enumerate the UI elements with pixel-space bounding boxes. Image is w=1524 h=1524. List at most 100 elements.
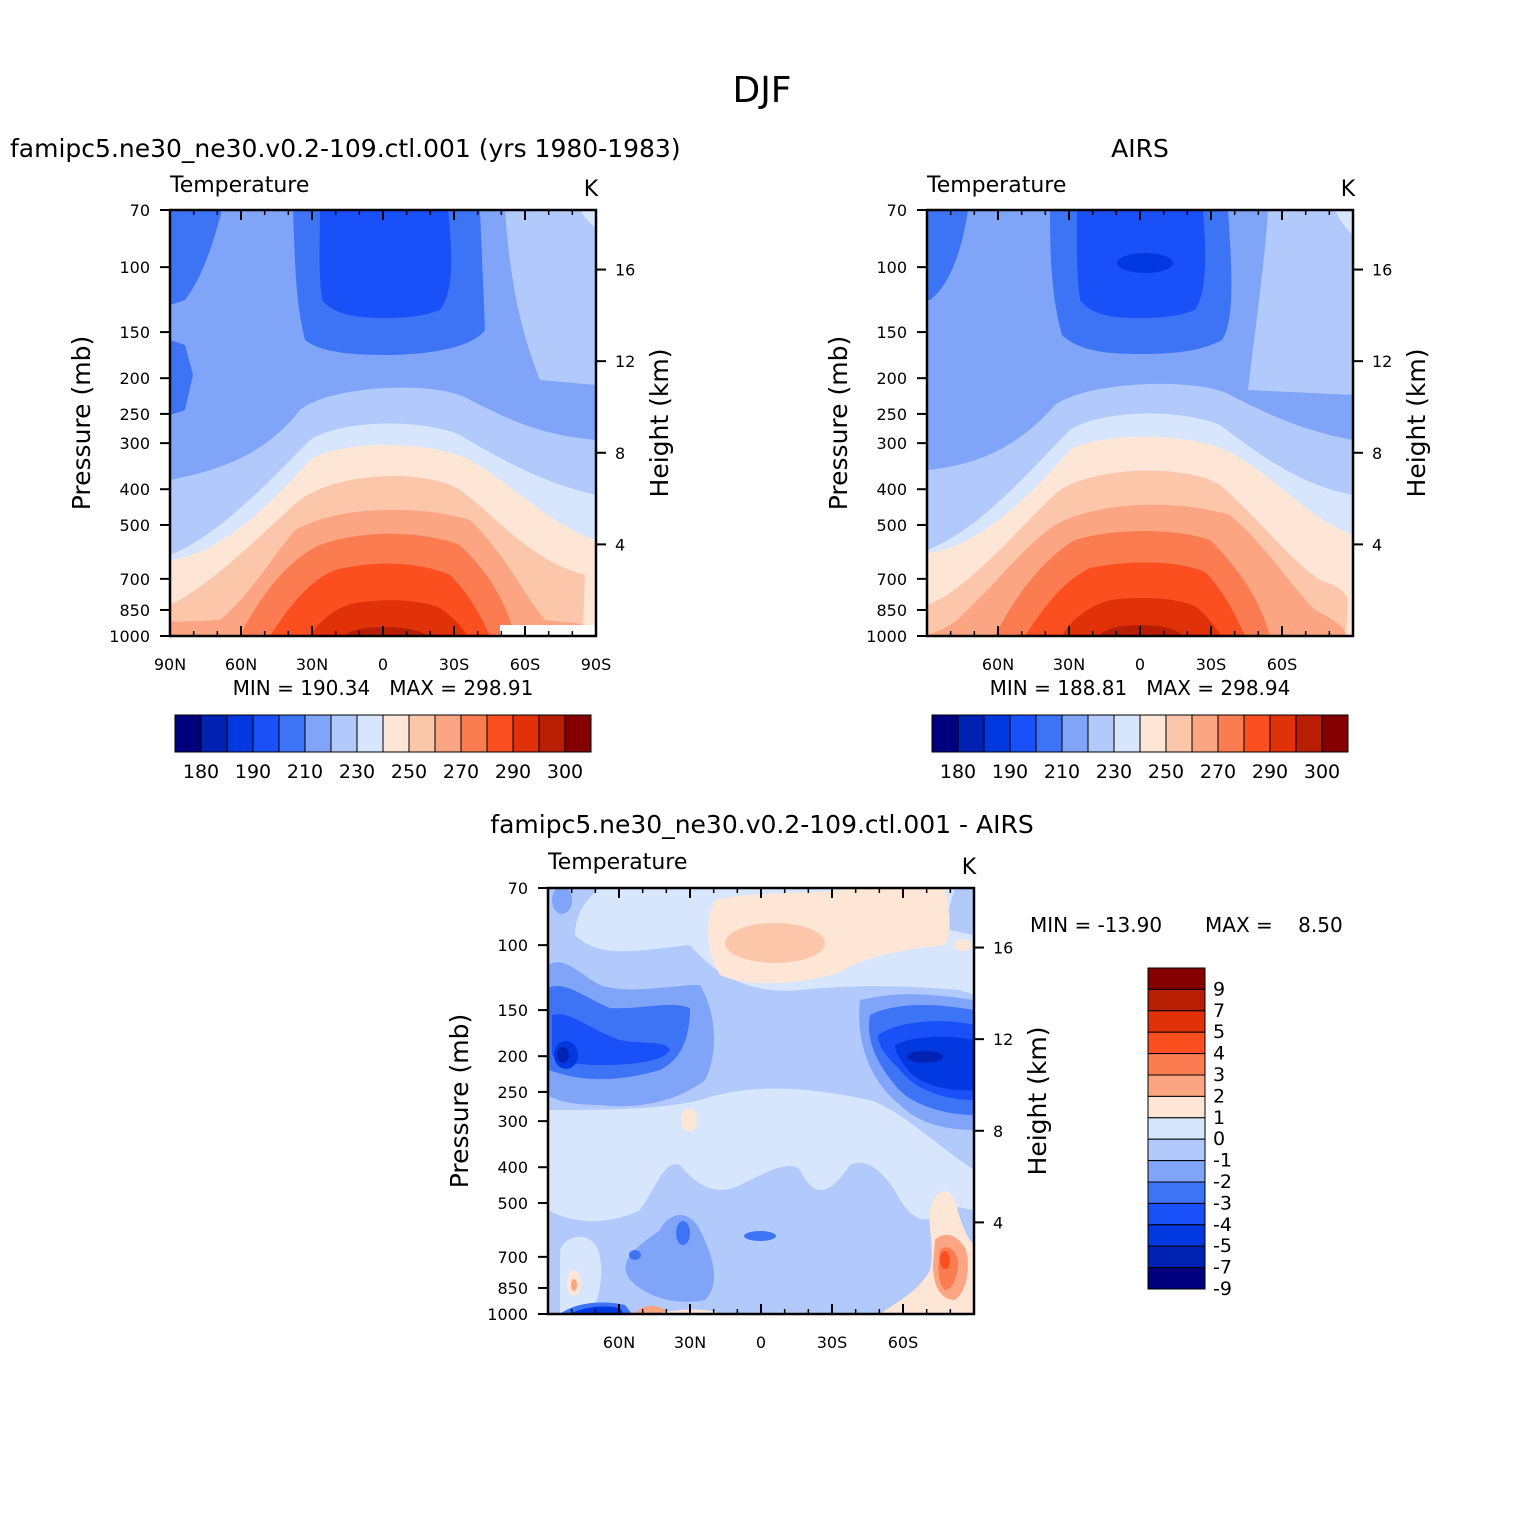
colorbar-box bbox=[356, 714, 384, 753]
colorbar-box bbox=[382, 714, 410, 753]
y-tick-label: 70 bbox=[508, 879, 528, 898]
colorbar-box bbox=[252, 714, 280, 753]
colorbar-box bbox=[538, 714, 566, 753]
colorbar-box bbox=[1147, 1181, 1206, 1204]
colorbar-label: 290 bbox=[495, 761, 531, 783]
colorbar: 180 190 210 230 250 270 290 300 bbox=[931, 714, 1349, 783]
x-tick-label: 90S bbox=[581, 655, 612, 674]
y-tick-label: 200 bbox=[119, 369, 150, 388]
y-tick-label: 100 bbox=[119, 258, 150, 277]
contour-band bbox=[571, 1279, 577, 1291]
units-label: K bbox=[584, 177, 599, 202]
contour-band bbox=[310, 600, 468, 636]
colorbar-box bbox=[1147, 1095, 1206, 1119]
panel-title: famipc5.ne30_ne30.v0.2-109.ctl.001 (yrs … bbox=[10, 134, 681, 163]
colorbar-box bbox=[1295, 714, 1323, 753]
contour-field bbox=[548, 888, 974, 1314]
colorbar-box bbox=[226, 714, 254, 753]
colorbar-box bbox=[564, 714, 592, 753]
colorbar-box bbox=[1147, 1267, 1206, 1290]
colorbar-box bbox=[957, 714, 985, 753]
x-tick-label: 60N bbox=[982, 655, 1014, 674]
y-tick-label: 500 bbox=[497, 1194, 528, 1213]
contour-band bbox=[940, 1251, 950, 1269]
contour-band bbox=[907, 1051, 943, 1063]
y-tick-label: 200 bbox=[497, 1047, 528, 1066]
colorbar-label: 270 bbox=[443, 761, 479, 783]
contour-band bbox=[676, 1221, 690, 1245]
x-tick-label: 30N bbox=[296, 655, 328, 674]
panel-subtitle: Temperature bbox=[547, 850, 687, 875]
colorbar-label: 190 bbox=[992, 761, 1028, 783]
colorbar-box bbox=[1147, 1138, 1206, 1162]
contour-band bbox=[954, 939, 972, 951]
y-tick-label: 100 bbox=[497, 936, 528, 955]
y-tick-label: 500 bbox=[876, 516, 907, 535]
y2-axis-label: Height (km) bbox=[1402, 349, 1431, 498]
colorbar-label: 300 bbox=[547, 761, 583, 783]
y2-tick-label: 16 bbox=[993, 939, 1013, 958]
panel-subtitle: Temperature bbox=[169, 173, 309, 198]
contour-band bbox=[557, 1047, 569, 1063]
colorbar-box bbox=[1147, 1160, 1206, 1183]
colorbar-label: 180 bbox=[940, 761, 976, 783]
contour-band bbox=[681, 1108, 697, 1132]
y2-tick-label: 8 bbox=[615, 444, 625, 463]
contour-band bbox=[505, 210, 596, 385]
contour-band bbox=[319, 210, 452, 318]
figure-title: DJF bbox=[732, 70, 791, 111]
y-axis-label: Pressure (mb) bbox=[824, 336, 853, 510]
y-tick-label: 70 bbox=[130, 201, 150, 220]
contour-band bbox=[725, 923, 825, 963]
y-tick-label: 700 bbox=[497, 1248, 528, 1267]
colorbar-box bbox=[460, 714, 488, 753]
panel-obs: AIRS Temperature K 60N 30N 0 30S 60S 70 100 150… bbox=[824, 134, 1431, 783]
y-tick-label: 500 bbox=[119, 516, 150, 535]
y-axis-label: Pressure (mb) bbox=[67, 336, 96, 510]
y2-tick-label: 4 bbox=[1372, 535, 1382, 554]
colorbar-label: 9 bbox=[1213, 978, 1225, 1000]
colorbar-box bbox=[1087, 714, 1115, 753]
colorbar-box bbox=[1139, 714, 1167, 753]
panel-title: famipc5.ne30_ne30.v0.2-109.ctl.001 - AIR… bbox=[490, 810, 1033, 839]
colorbar-box bbox=[1147, 1074, 1206, 1097]
contour-band bbox=[1117, 253, 1173, 273]
x-tick-label: 60N bbox=[603, 1333, 635, 1352]
colorbar-label: -5 bbox=[1213, 1235, 1232, 1257]
colorbar-box bbox=[434, 714, 462, 753]
colorbar-box bbox=[1147, 1010, 1206, 1033]
y-tick-label: 250 bbox=[497, 1083, 528, 1102]
contour-band bbox=[170, 210, 222, 305]
colorbar-box bbox=[330, 714, 358, 753]
colorbar-label: 190 bbox=[235, 761, 271, 783]
y-tick-label: 850 bbox=[497, 1279, 528, 1298]
colorbar-label: 180 bbox=[183, 761, 219, 783]
colorbar-label: 230 bbox=[1096, 761, 1132, 783]
colorbar-label: -7 bbox=[1213, 1257, 1232, 1279]
contour-band bbox=[744, 1231, 776, 1241]
colorbar-label: 300 bbox=[1304, 761, 1340, 783]
colorbar-box bbox=[174, 714, 202, 753]
y-tick-label: 850 bbox=[876, 601, 907, 620]
x-tick-label: 90N bbox=[154, 655, 186, 674]
colorbar-label: 210 bbox=[1044, 761, 1080, 783]
y-tick-label: 70 bbox=[887, 201, 907, 220]
colorbar-box bbox=[1009, 714, 1037, 753]
colorbar-label: 250 bbox=[1148, 761, 1184, 783]
contour-band bbox=[1062, 598, 1222, 636]
contour-band bbox=[552, 1014, 670, 1065]
colorbar-label: 0 bbox=[1213, 1128, 1225, 1150]
contour-band bbox=[1335, 210, 1353, 235]
contour-band bbox=[570, 1306, 624, 1314]
colorbar-label: 2 bbox=[1213, 1085, 1225, 1107]
colorbar-box bbox=[1035, 714, 1063, 753]
colorbar-box bbox=[304, 714, 332, 753]
colorbar-box bbox=[1147, 1224, 1206, 1247]
x-tick-label: 30S bbox=[439, 655, 470, 674]
colorbar-box bbox=[1165, 714, 1193, 753]
colorbar-box bbox=[1321, 714, 1349, 753]
colorbar-box bbox=[1147, 967, 1206, 990]
colorbar-label: -1 bbox=[1213, 1150, 1232, 1172]
contour-band bbox=[170, 340, 193, 415]
units-label: K bbox=[962, 855, 977, 880]
